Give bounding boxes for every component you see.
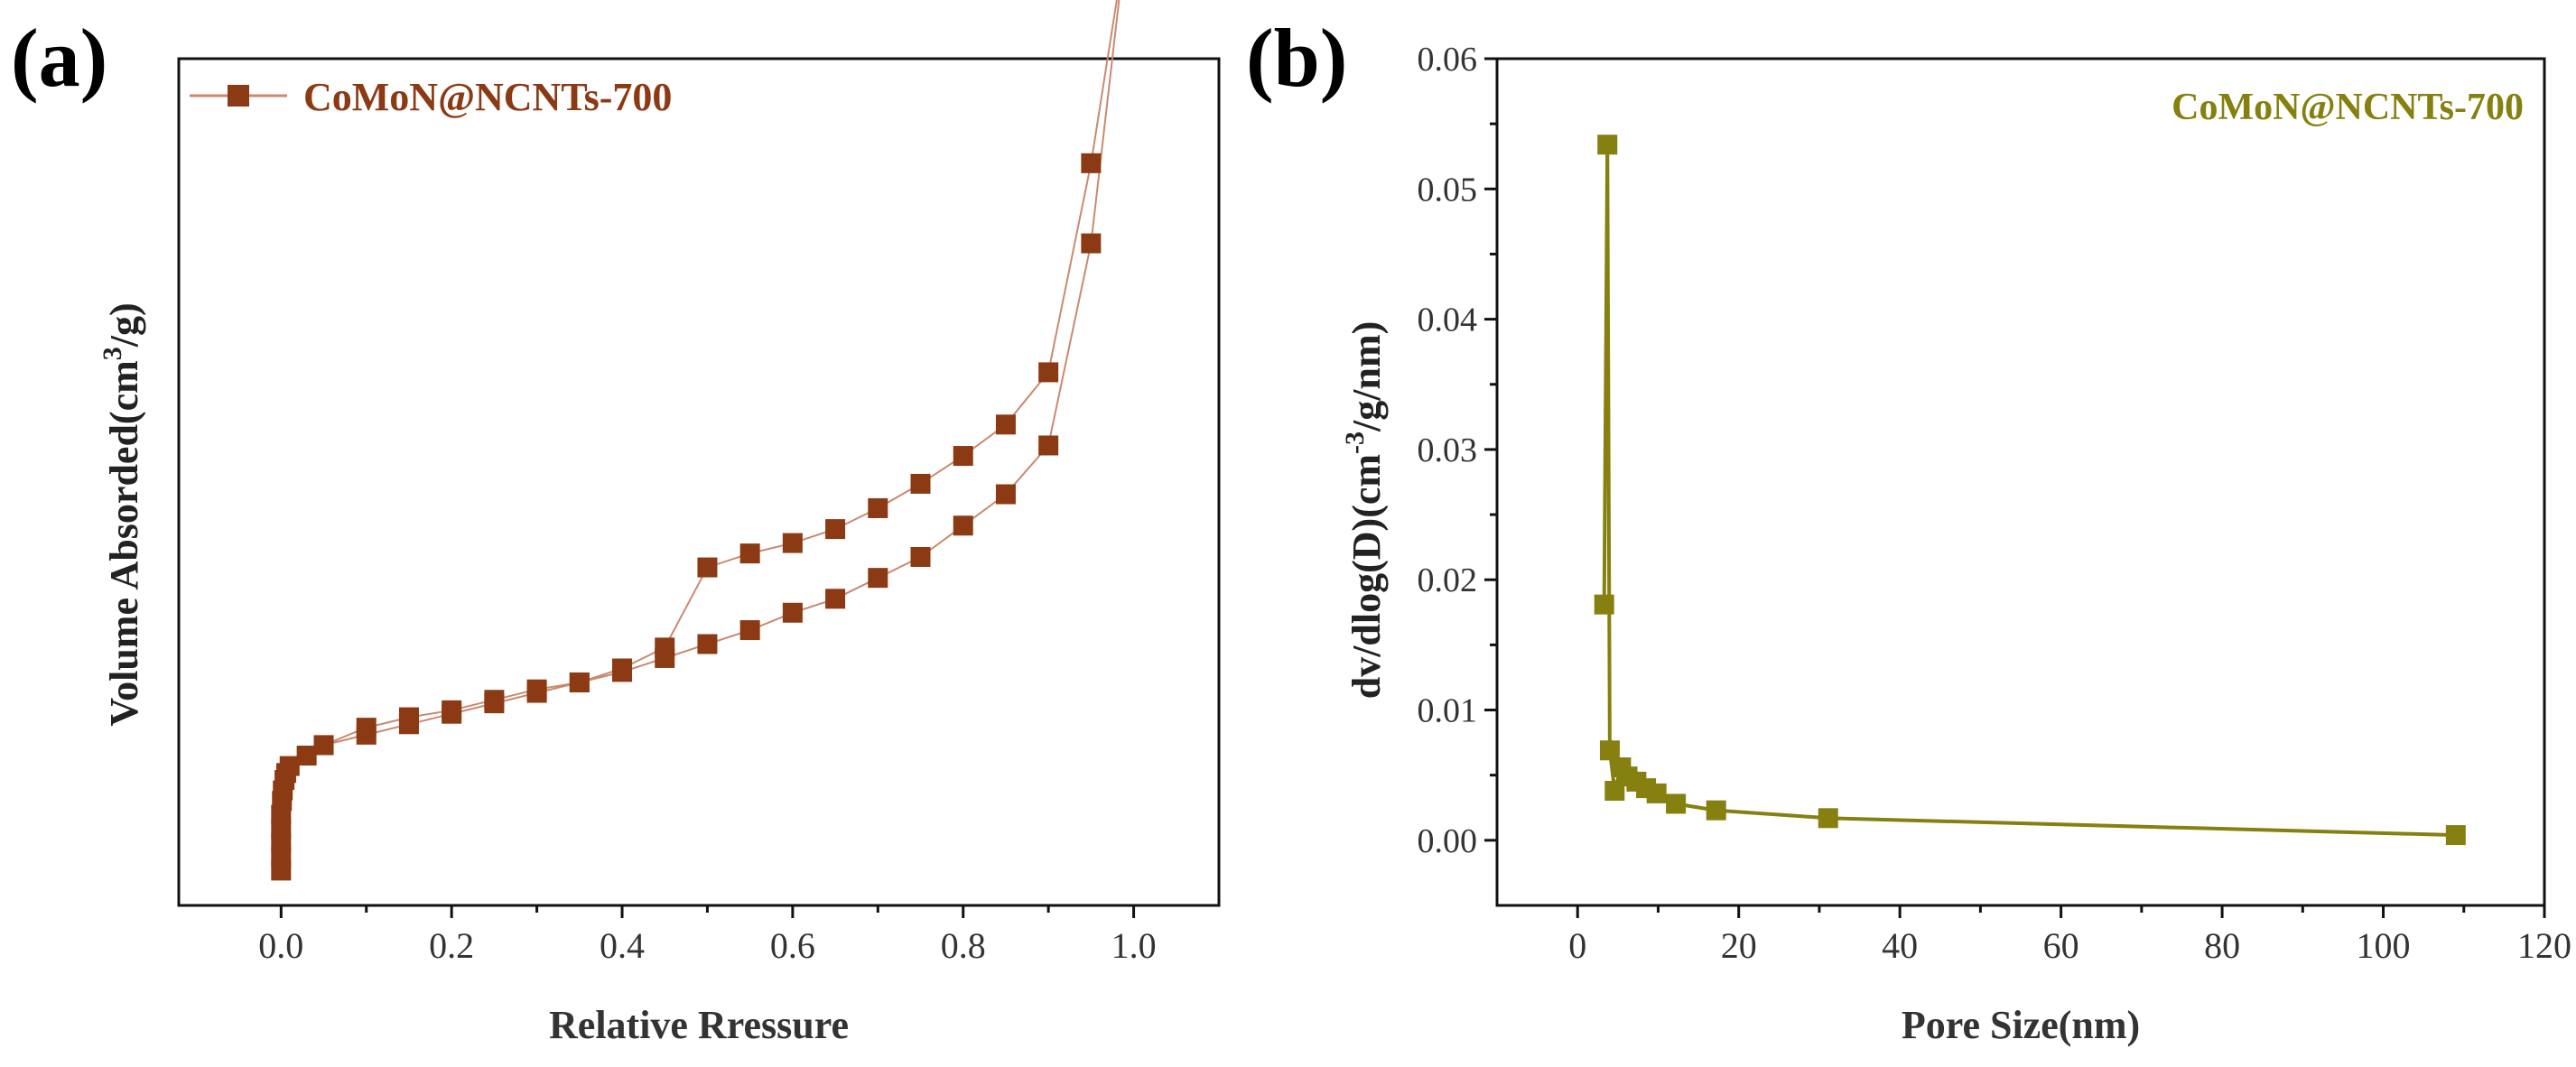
x-tick-label: 80 <box>2204 925 2240 966</box>
data-point <box>825 589 846 609</box>
panel-b-y-axis: 0.00 0.01 0.02 0.03 0.04 0.05 0.06 <box>1418 41 1497 860</box>
panel-a-y-axis-label-tail: /g) <box>102 302 146 348</box>
data-point <box>1594 594 1614 615</box>
panel-b-y-axis-label-sup: -3 <box>1340 431 1370 454</box>
x-tick-label: 120 <box>2517 925 2571 966</box>
data-point <box>697 557 718 578</box>
panel-b: (b) 0 20 40 60 80 100 120 0.00 0.01 0.02 0.03 0.04… <box>1246 12 2571 1047</box>
data-point <box>1646 783 1667 803</box>
data-point <box>1038 435 1059 456</box>
x-tick-label: 100 <box>2357 925 2411 966</box>
y-tick-label: 0.00 <box>1418 822 1478 860</box>
data-point <box>868 497 888 518</box>
y-tick-label: 0.03 <box>1418 431 1478 469</box>
data-point <box>739 620 760 641</box>
data-point <box>995 414 1016 435</box>
panel-b-legend-label: CoMoN@NCNTs-700 <box>2171 87 2524 128</box>
x-tick-label: 0.6 <box>770 925 815 966</box>
data-point <box>995 484 1016 505</box>
panel-b-series-points <box>1594 135 2466 846</box>
data-point <box>1818 808 1838 829</box>
data-point <box>782 533 803 553</box>
data-point <box>910 473 931 494</box>
panel-a-label: (a) <box>11 12 107 104</box>
panel-a-y-axis-label: Volume Absorded(cm3/g) <box>98 302 146 726</box>
y-tick-label: 0.06 <box>1418 41 1478 79</box>
x-tick-label: 40 <box>1882 925 1918 966</box>
data-point <box>569 672 590 692</box>
data-point <box>953 446 973 467</box>
panel-a-x-axis: 0.0 0.2 0.4 0.6 0.8 1.0 <box>258 905 1157 966</box>
data-point <box>2445 825 2466 846</box>
data-point <box>1666 793 1687 814</box>
data-point <box>279 756 300 776</box>
y-tick-label: 0.02 <box>1418 561 1478 599</box>
data-point <box>1599 740 1620 761</box>
panel-b-series-line <box>1602 144 2456 838</box>
panel-b-plot-frame <box>1495 57 2546 907</box>
panel-a-y-axis-label-main: Volume Absorded(cm <box>102 360 146 726</box>
data-point <box>697 634 718 654</box>
x-tick-label: 0.0 <box>258 925 303 966</box>
data-point <box>739 543 760 564</box>
y-tick-label: 0.04 <box>1418 302 1478 339</box>
panel-a-legend-label: CoMoN@NCNTs-700 <box>303 75 672 119</box>
x-tick-label: 20 <box>1721 925 1757 966</box>
panel-b-x-axis-label: Pore Size(nm) <box>1902 1003 2140 1047</box>
data-point <box>910 546 931 567</box>
panel-b-y-axis-label-main: dv/dlog(D)(cm <box>1344 454 1389 699</box>
y-tick-label: 0.01 <box>1418 692 1478 730</box>
data-point <box>1038 362 1059 383</box>
data-point <box>1081 153 1102 173</box>
data-point <box>953 515 973 536</box>
data-point <box>655 647 675 668</box>
panel-a-series-points <box>271 153 1102 881</box>
x-tick-label: 60 <box>2043 925 2079 966</box>
data-point <box>1706 800 1726 821</box>
panel-a: (a) 0.0 0.2 0.4 0.6 0.8 1.0 Relative Rressure… <box>11 0 1221 1047</box>
series-line <box>280 0 1121 871</box>
x-tick-label: 1.0 <box>1111 925 1157 966</box>
data-point <box>484 693 505 714</box>
x-tick-label: 0.4 <box>600 925 645 966</box>
panel-b-y-axis-label: dv/dlog(D)(cm-3/g/nm) <box>1340 321 1389 700</box>
data-point <box>825 519 846 540</box>
panel-a-legend: CoMoN@NCNTs-700 <box>190 75 672 119</box>
data-point <box>1597 135 1618 155</box>
y-tick-label: 0.05 <box>1418 171 1478 209</box>
data-point <box>526 682 547 703</box>
panel-a-x-axis-label: Relative Rressure <box>549 1003 849 1047</box>
panel-a-legend-marker <box>228 85 249 107</box>
data-point <box>442 703 462 724</box>
data-point <box>868 568 888 589</box>
panel-a-plot-frame <box>177 57 1221 907</box>
data-point <box>398 714 419 735</box>
data-point <box>782 602 803 623</box>
series-line <box>1602 144 2456 838</box>
panel-b-x-axis: 0 20 40 60 80 100 120 <box>1568 905 2571 966</box>
panel-a-series-line <box>280 0 1121 871</box>
panel-b-label: (b) <box>1246 12 1347 104</box>
x-tick-label: 0 <box>1568 925 1586 966</box>
panel-b-y-axis-label-tail: /g/nm) <box>1344 321 1389 432</box>
data-point <box>356 724 377 745</box>
x-tick-label: 0.2 <box>429 925 474 966</box>
panel-a-y-axis-label-sup: 3 <box>98 347 127 360</box>
data-point <box>313 735 334 756</box>
data-point <box>1081 233 1102 254</box>
data-point <box>296 746 317 766</box>
x-tick-label: 0.8 <box>941 925 986 966</box>
data-point <box>612 662 633 682</box>
